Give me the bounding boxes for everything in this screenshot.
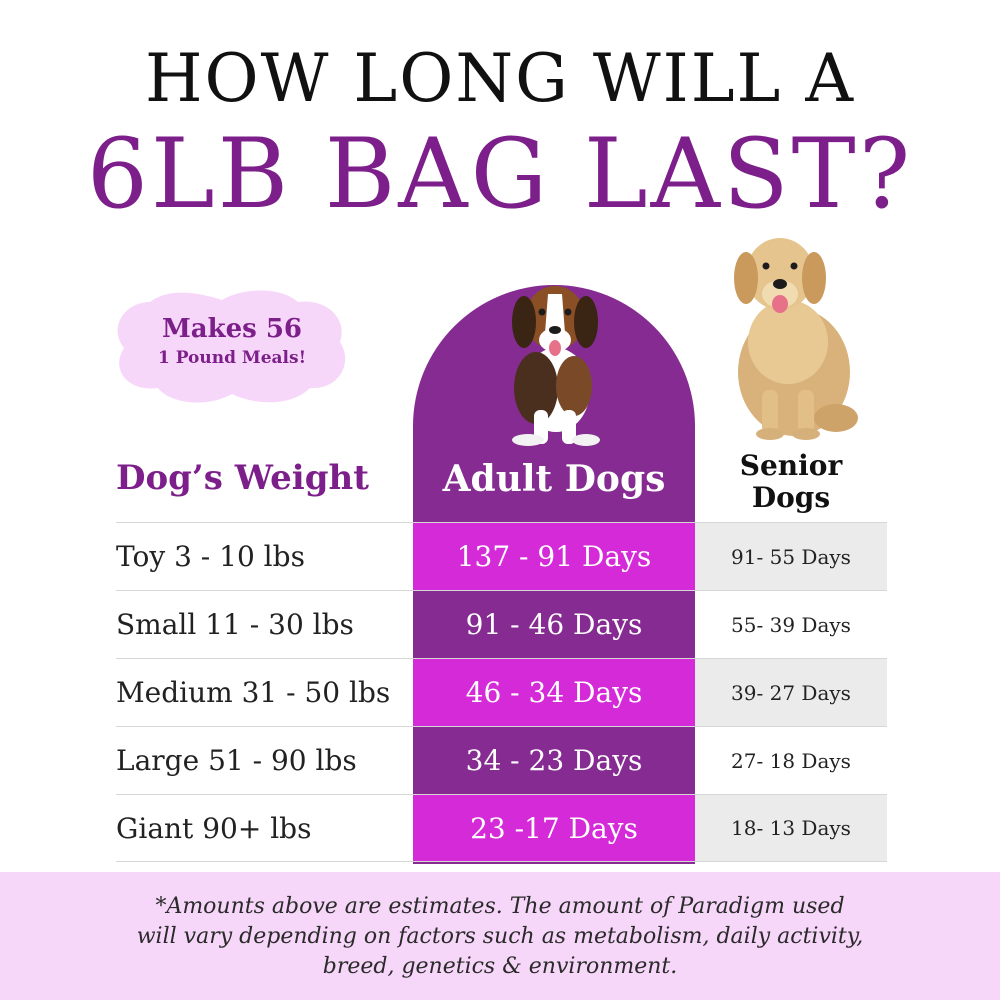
weight-cell: Large 51 - 90 lbs — [116, 744, 357, 777]
disclaimer-text: *Amounts above are estimates. The amount… — [0, 892, 1000, 982]
senior-days-cell: 55- 39 Days — [695, 591, 887, 658]
table-row: Giant 90+ lbs 23 -17 Days 18- 13 Days — [116, 794, 887, 862]
badge-line-1: Makes 56 — [161, 314, 303, 344]
title-line-2: 6LB BAG LAST? — [86, 118, 914, 230]
adult-dogs-header: Adult Dogs — [442, 458, 666, 500]
adult-days-cell: 91 - 46 Days — [413, 591, 695, 658]
senior-header-line-2: Dogs — [751, 481, 831, 514]
senior-dogs-header: Senior Dogs — [695, 450, 887, 514]
disclaimer-line-2: will vary depending on factors such as m… — [136, 924, 864, 949]
table-row: Small 11 - 30 lbs 91 - 46 Days 55- 39 Da… — [116, 590, 887, 658]
table-row: Large 51 - 90 lbs 34 - 23 Days 27- 18 Da… — [116, 726, 887, 794]
senior-days-cell: 18- 13 Days — [695, 795, 887, 861]
disclaimer-line-1: *Amounts above are estimates. The amount… — [155, 894, 845, 919]
weight-cell: Toy 3 - 10 lbs — [116, 540, 305, 573]
meals-badge-blob — [117, 290, 346, 403]
badge-line-2: 1 Pound Meals! — [157, 348, 307, 368]
senior-days-cell: 27- 18 Days — [695, 727, 887, 794]
title-line-1: HOW LONG WILL A — [144, 40, 856, 117]
weight-cell: Small 11 - 30 lbs — [116, 608, 354, 641]
table-row: Toy 3 - 10 lbs 137 - 91 Days 91- 55 Days — [116, 522, 887, 590]
weight-cell: Medium 31 - 50 lbs — [116, 676, 391, 709]
disclaimer-banner — [0, 872, 1000, 1000]
feeding-duration-table: Toy 3 - 10 lbs 137 - 91 Days 91- 55 Days… — [116, 522, 887, 862]
dog-weight-header: Dog’s Weight — [116, 458, 369, 498]
table-row: Medium 31 - 50 lbs 46 - 34 Days 39- 27 D… — [116, 658, 887, 726]
senior-days-cell: 39- 27 Days — [695, 659, 887, 726]
disclaimer-line-3: breed, genetics & environment. — [322, 954, 678, 979]
adult-days-cell: 137 - 91 Days — [413, 523, 695, 590]
golden-retriever-image — [734, 238, 858, 440]
senior-header-line-1: Senior — [739, 449, 843, 482]
senior-days-cell: 91- 55 Days — [695, 523, 887, 590]
adult-days-cell: 46 - 34 Days — [413, 659, 695, 726]
weight-cell: Giant 90+ lbs — [116, 811, 312, 845]
meals-badge: Makes 56 1 Pound Meals! — [112, 312, 352, 370]
beagle-puppy-image — [512, 286, 600, 446]
adult-days-cell: 23 -17 Days — [413, 795, 695, 861]
adult-days-cell: 34 - 23 Days — [413, 727, 695, 794]
